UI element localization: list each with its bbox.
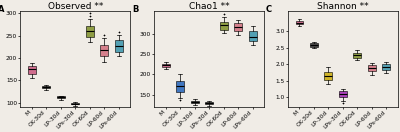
PathPatch shape (382, 64, 390, 70)
PathPatch shape (191, 101, 199, 103)
PathPatch shape (42, 86, 50, 88)
PathPatch shape (86, 26, 94, 37)
Text: A: A (0, 5, 5, 14)
PathPatch shape (162, 64, 170, 67)
PathPatch shape (248, 31, 256, 41)
PathPatch shape (100, 45, 108, 56)
PathPatch shape (57, 96, 65, 98)
PathPatch shape (115, 40, 123, 52)
Title: Shannon **: Shannon ** (317, 2, 369, 11)
PathPatch shape (296, 21, 304, 24)
Text: C: C (266, 5, 272, 14)
PathPatch shape (368, 65, 376, 71)
Title: Observed **: Observed ** (48, 2, 103, 11)
PathPatch shape (324, 72, 332, 80)
PathPatch shape (71, 103, 79, 105)
PathPatch shape (354, 53, 361, 58)
PathPatch shape (310, 43, 318, 47)
Title: Chao1 **: Chao1 ** (189, 2, 230, 11)
PathPatch shape (205, 102, 213, 104)
PathPatch shape (176, 81, 184, 92)
PathPatch shape (234, 23, 242, 31)
PathPatch shape (28, 66, 36, 74)
PathPatch shape (339, 91, 347, 97)
Text: B: B (132, 5, 138, 14)
PathPatch shape (220, 22, 228, 30)
